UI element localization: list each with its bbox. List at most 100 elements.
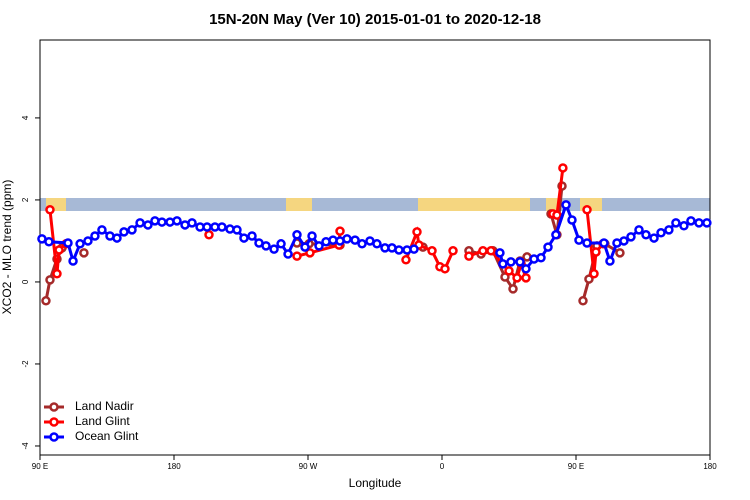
data-point — [261, 241, 271, 251]
data-point — [394, 245, 404, 255]
legend-label: Land Glint — [75, 414, 130, 428]
legend-label: Ocean Glint — [75, 429, 139, 443]
data-point — [578, 296, 588, 306]
data-point — [68, 256, 78, 266]
data-point — [679, 221, 689, 231]
data-point — [412, 227, 422, 237]
data-point — [506, 257, 516, 267]
data-point — [591, 247, 601, 257]
data-point — [686, 216, 696, 226]
data-point — [504, 266, 514, 276]
data-point — [543, 242, 553, 252]
x-tick-label: 0 — [440, 462, 445, 471]
data-point — [619, 236, 629, 246]
data-point — [605, 256, 615, 266]
y-tick-label: 4 — [21, 115, 30, 120]
data-point — [589, 268, 599, 279]
data-point — [582, 238, 592, 248]
data-point — [79, 248, 89, 258]
data-point — [694, 218, 704, 228]
data-point — [305, 248, 315, 258]
data-point — [292, 230, 302, 240]
data-point — [202, 222, 212, 232]
data-point — [276, 239, 286, 249]
data-point — [45, 205, 55, 215]
data-point — [478, 246, 488, 256]
x-tick-label: 90 E — [568, 462, 584, 471]
data-point — [486, 246, 496, 256]
data-point — [427, 246, 437, 256]
data-point — [584, 274, 594, 284]
data-point — [204, 230, 214, 240]
data-point — [232, 225, 242, 235]
data-point — [401, 255, 411, 265]
x-tick-label: 180 — [167, 462, 181, 471]
data-point — [464, 251, 474, 261]
data-point — [187, 218, 197, 228]
series-line — [498, 200, 707, 272]
data-point — [702, 218, 712, 228]
data-point — [671, 218, 681, 228]
data-point — [448, 246, 458, 256]
legend-marker — [49, 432, 59, 442]
data-point — [269, 244, 279, 254]
map-band — [40, 198, 710, 211]
data-point — [656, 227, 666, 238]
data-point — [515, 257, 525, 267]
data-point — [247, 231, 257, 241]
data-point — [292, 251, 302, 261]
data-point — [498, 259, 508, 269]
data-point — [508, 284, 518, 294]
data-point — [83, 236, 93, 246]
data-point — [342, 234, 352, 244]
data-point — [283, 249, 293, 259]
data-point — [172, 216, 182, 226]
ocean-band — [40, 198, 710, 211]
data-point — [512, 273, 522, 283]
data-point — [641, 230, 651, 240]
x-tick-label: 90 W — [299, 462, 318, 471]
data-point — [372, 239, 382, 249]
data-point — [521, 273, 531, 283]
data-point — [500, 272, 510, 282]
legend-marker — [49, 402, 59, 412]
data-point — [552, 210, 562, 220]
data-point — [239, 233, 249, 243]
data-point — [52, 268, 62, 279]
y-axis-label: XCO2 - MLO trend (ppm) — [0, 180, 14, 315]
y-tick-label: -4 — [21, 442, 30, 450]
chart-title: 15N-20N May (Ver 10) 2015-01-01 to 2020-… — [209, 11, 541, 28]
data-point — [90, 231, 100, 241]
data-point — [599, 238, 609, 248]
data-point — [75, 239, 85, 249]
x-axis-label: Longitude — [349, 476, 402, 490]
y-tick-label: 0 — [21, 279, 30, 284]
data-point — [582, 205, 592, 215]
land-patch — [418, 198, 530, 211]
data-point — [127, 225, 137, 235]
data-point — [157, 217, 167, 227]
data-point — [551, 230, 561, 240]
y-tick-label: 2 — [21, 197, 30, 202]
data-point — [41, 296, 51, 306]
data-point — [409, 244, 419, 254]
land-patch — [286, 198, 312, 211]
data-point — [112, 233, 122, 243]
data-point — [521, 264, 531, 274]
data-point — [300, 242, 310, 252]
series — [45, 163, 608, 283]
data-point — [135, 218, 145, 228]
data-point — [307, 231, 317, 241]
data-point — [357, 239, 367, 249]
data-point — [626, 232, 636, 242]
data-point — [574, 235, 584, 245]
data-point — [634, 225, 644, 235]
legend-label: Land Nadir — [75, 399, 134, 413]
x-tick-label: 180 — [703, 462, 717, 471]
data-point — [143, 220, 153, 230]
data-point — [350, 235, 360, 245]
data-point — [664, 225, 674, 235]
data-point — [63, 238, 73, 248]
